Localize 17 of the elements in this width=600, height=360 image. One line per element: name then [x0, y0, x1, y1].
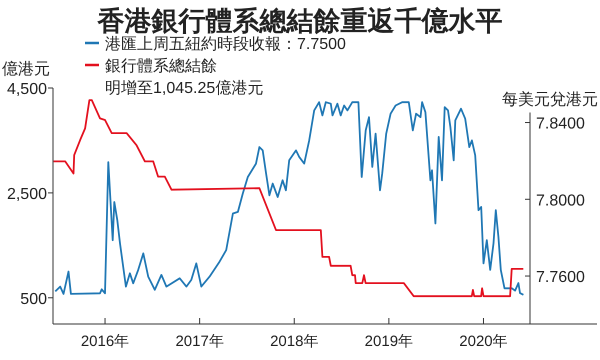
- y2-tick-label: 7.8400: [536, 116, 586, 133]
- y-tick-label: 500: [20, 290, 48, 308]
- y-tick-label: 2,500: [6, 186, 48, 203]
- y2-tick-label: 7.8000: [536, 192, 586, 210]
- x-tick-label: 2019年: [364, 333, 414, 350]
- legend-label: 銀行體系總結餘: [105, 57, 217, 75]
- y-tick-label: 4,500: [6, 81, 48, 98]
- y-axis-title: 億港元: [2, 60, 50, 78]
- x-tick-label: 2016年: [80, 333, 130, 350]
- x-tick-label: 2020年: [459, 333, 508, 350]
- x-tick-label: 2017年: [175, 333, 224, 350]
- chart-title: 香港銀行體系總結餘重返千億水平: [96, 6, 502, 36]
- y2-axis-title: 每美元兌港元: [502, 90, 598, 109]
- legend-label: 港匯上周五紐約時段收報：7.7500: [105, 35, 346, 53]
- x-tick-label: 2018年: [270, 333, 318, 350]
- annotation: 明增至1,045.25億港元: [105, 79, 264, 97]
- y2-tick-label: 7.7600: [536, 269, 586, 286]
